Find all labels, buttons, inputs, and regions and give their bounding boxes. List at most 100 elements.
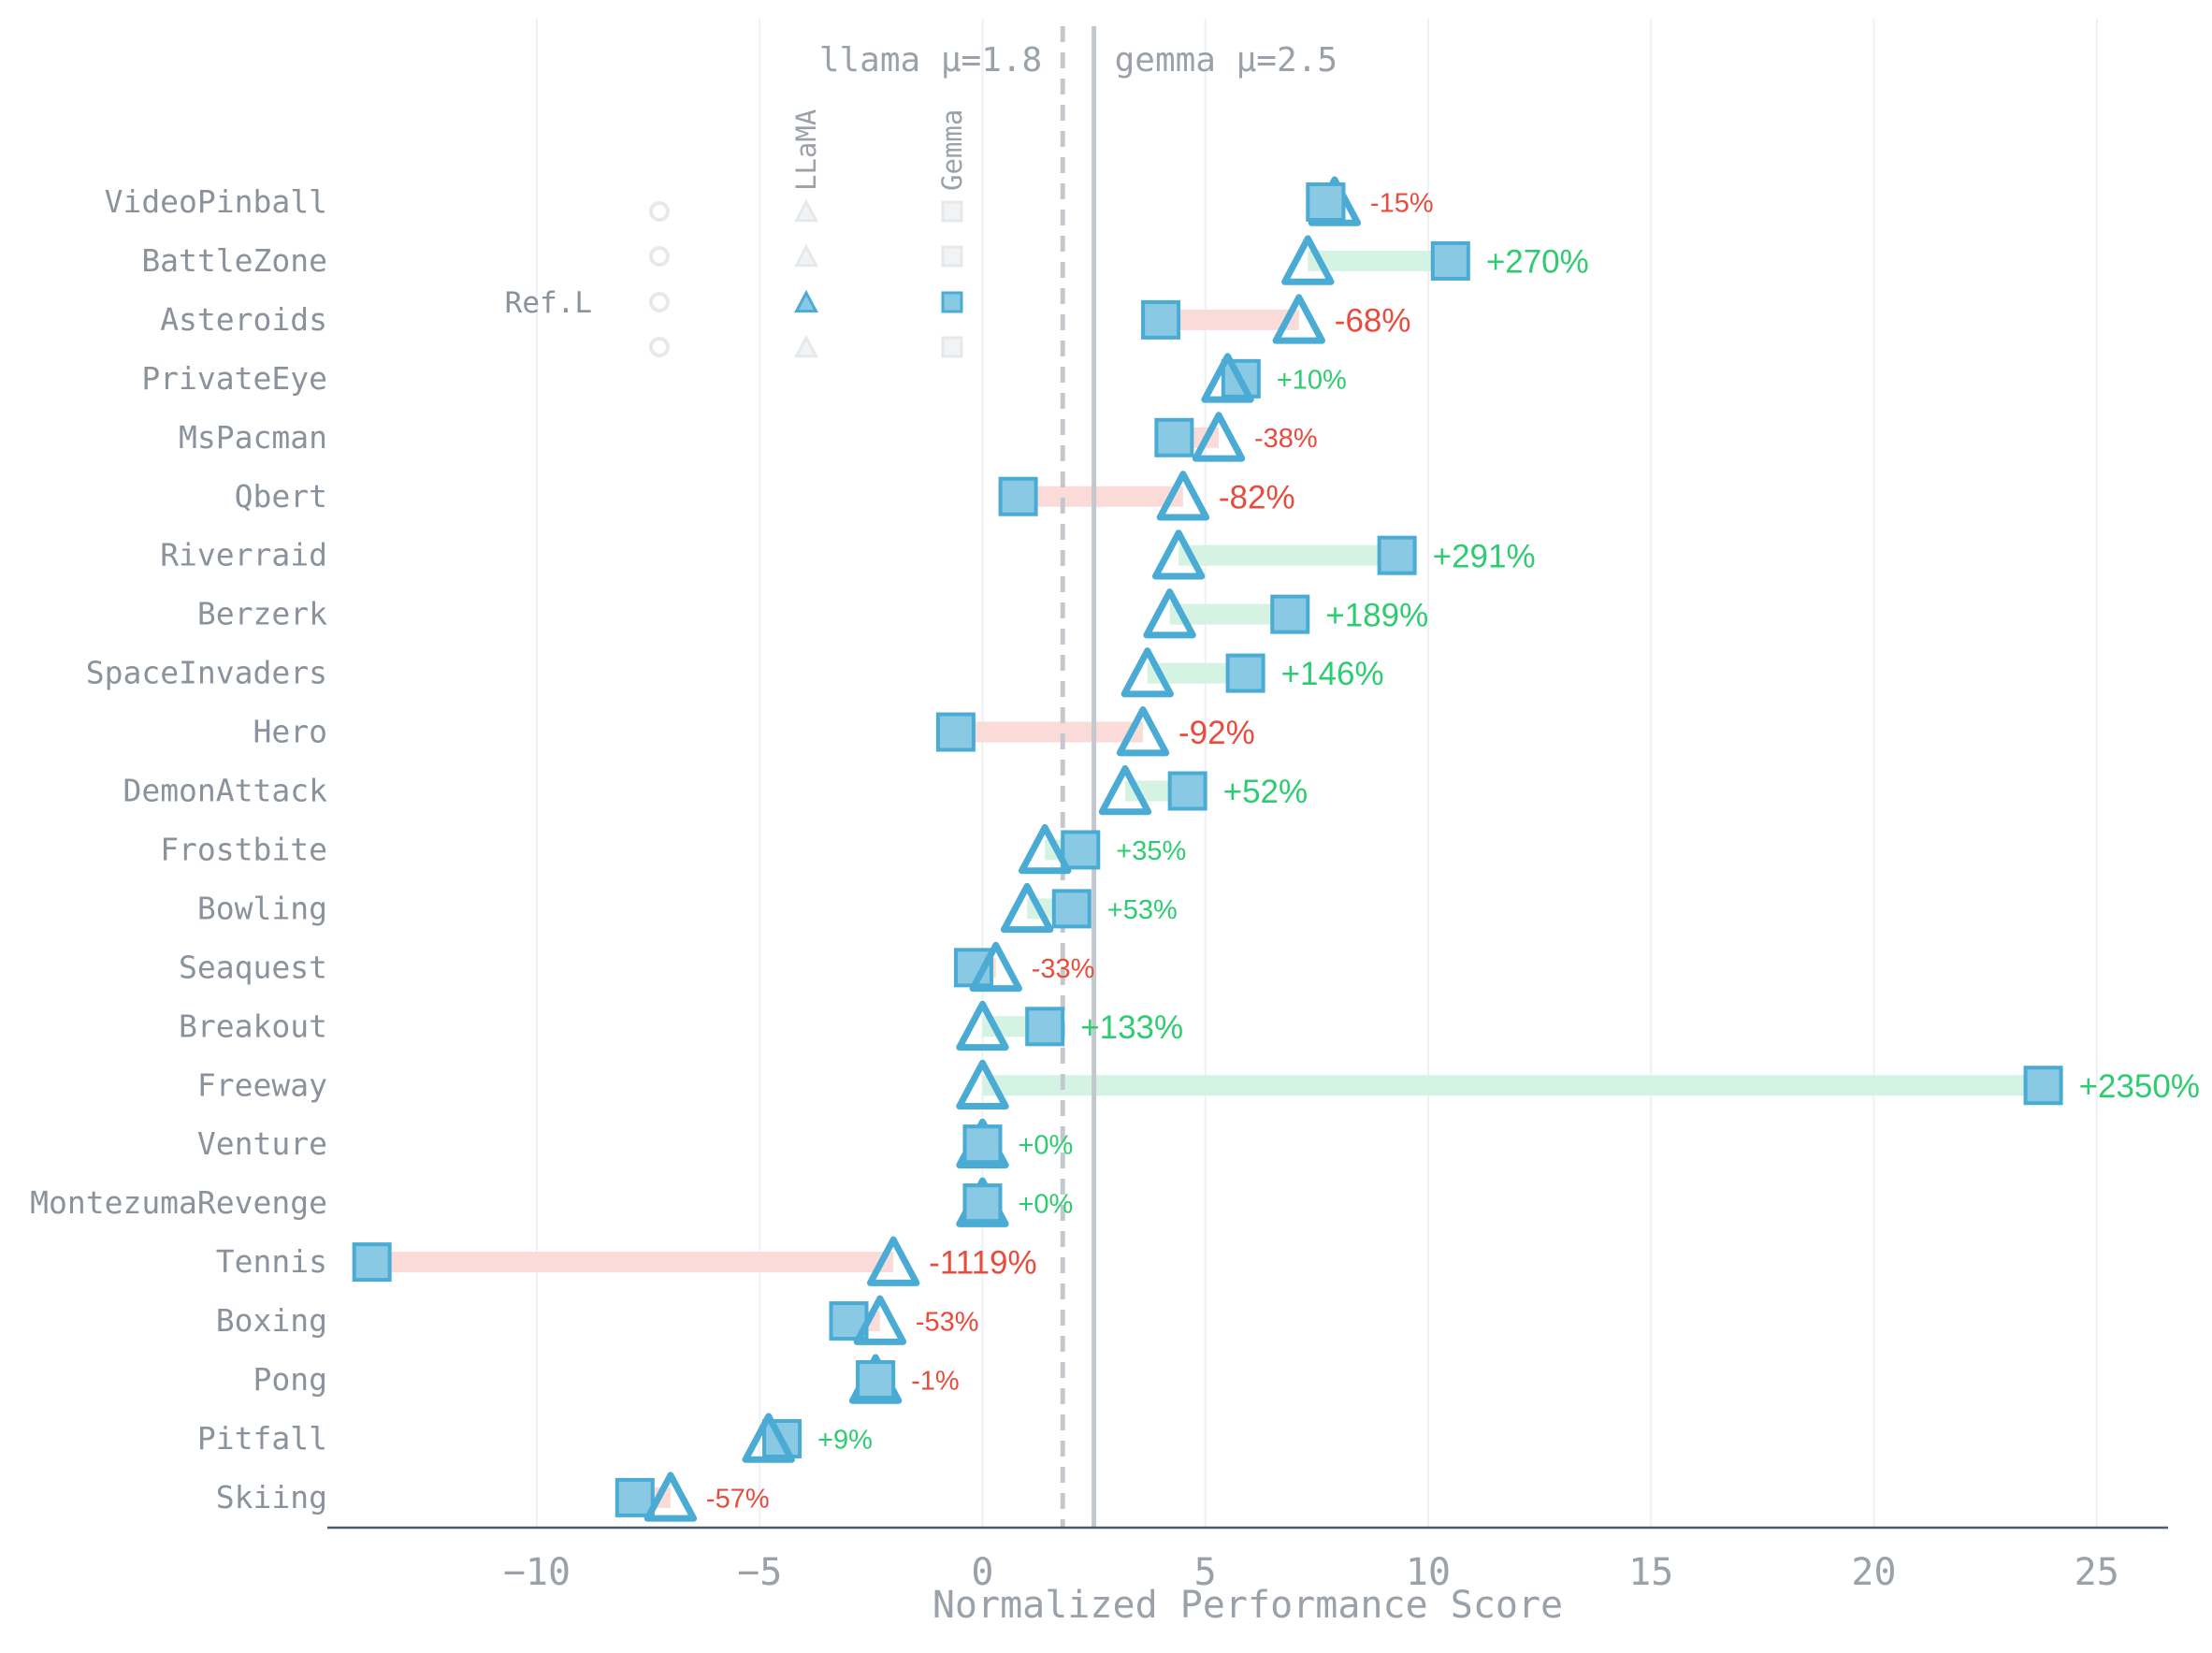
legend-square-icon xyxy=(941,200,963,223)
change-label: -57% xyxy=(706,1484,770,1514)
x-tick-label: −10 xyxy=(503,1551,571,1594)
gemma-square-marker xyxy=(856,1360,896,1399)
gemma-square-marker xyxy=(1167,771,1207,811)
game-label: Qbert xyxy=(235,478,327,515)
x-tick-label: 5 xyxy=(1194,1551,1217,1594)
llama-triangle-marker xyxy=(1143,588,1196,639)
game-label: MsPacman xyxy=(179,419,327,456)
markers xyxy=(352,176,2063,1522)
change-band xyxy=(1178,544,1397,566)
legend-circle-icon xyxy=(649,201,670,222)
change-label: +2350% xyxy=(2079,1068,2200,1105)
game-label: Tennis xyxy=(216,1243,327,1280)
gemma-square-marker xyxy=(1430,240,1470,281)
llama-triangle-marker xyxy=(866,1236,920,1286)
llama-triangle-marker xyxy=(1151,529,1206,580)
change-label: +189% xyxy=(1325,597,1428,633)
change-band xyxy=(1161,309,1299,330)
game-label: Freeway xyxy=(197,1066,327,1103)
change-band xyxy=(1147,662,1246,684)
legend-circle-icon xyxy=(649,337,670,357)
llama-triangle-marker xyxy=(1018,823,1072,875)
legend-row-label: Ref.L xyxy=(505,286,592,320)
change-label: +52% xyxy=(1223,774,1308,810)
change-label: +53% xyxy=(1107,895,1178,925)
change-label: -38% xyxy=(1254,424,1318,454)
llama-triangle-marker xyxy=(1281,235,1335,285)
llama-triangle-marker xyxy=(853,1295,907,1345)
change-label: -92% xyxy=(1178,715,1255,751)
gemma-square-marker xyxy=(352,1242,392,1283)
change-label: +35% xyxy=(1116,836,1186,866)
game-label: Berzerk xyxy=(197,596,327,632)
game-label: Breakout xyxy=(179,1008,327,1044)
change-label: +0% xyxy=(1018,1131,1073,1161)
llama-triangle-marker xyxy=(1120,647,1174,698)
game-label: Asteroids xyxy=(160,301,327,338)
gemma-square-marker xyxy=(1051,889,1092,929)
change-label: +146% xyxy=(1281,656,1384,692)
change-label: +9% xyxy=(817,1425,873,1455)
game-label: Boxing xyxy=(216,1302,327,1339)
x-tick-label: −5 xyxy=(737,1551,782,1594)
game-label: SpaceInvaders xyxy=(86,655,327,691)
change-band xyxy=(1018,486,1183,507)
legend-triangle-icon xyxy=(794,198,818,223)
gemma-square-marker xyxy=(2023,1066,2063,1106)
llama-triangle-marker xyxy=(956,1000,1009,1051)
llama-triangle-marker xyxy=(956,1059,1009,1110)
legend-circle-icon xyxy=(649,292,670,312)
change-label: +133% xyxy=(1080,1009,1183,1046)
legend: LLaMA Gemma Ref.L xyxy=(505,109,968,358)
llama-mean-label: llama μ=1.8 xyxy=(819,41,1042,80)
gemma-square-marker xyxy=(1025,1007,1065,1047)
game-label: Skiing xyxy=(216,1479,327,1515)
legend-square-icon xyxy=(941,245,963,268)
game-label: Venture xyxy=(197,1125,327,1162)
llama-triangle-marker xyxy=(742,1413,795,1463)
llama-triangle-marker xyxy=(1156,471,1210,521)
change-label: +291% xyxy=(1433,538,1536,574)
game-label: Seaquest xyxy=(179,949,327,985)
change-label: -68% xyxy=(1335,303,1411,340)
grid-lines xyxy=(535,19,2098,1528)
gemma-square-marker xyxy=(1270,594,1310,634)
change-band xyxy=(371,1252,894,1273)
gemma-square-marker xyxy=(614,1477,655,1517)
x-tick-label: 15 xyxy=(1628,1551,1673,1594)
change-label: +0% xyxy=(1018,1190,1073,1220)
change-label: -33% xyxy=(1032,954,1095,984)
llama-triangle-marker xyxy=(1272,294,1325,344)
game-label: Frostbite xyxy=(160,831,327,867)
legend-square-icon xyxy=(941,291,963,313)
llama-triangle-marker xyxy=(1192,412,1246,462)
change-band xyxy=(955,721,1144,743)
x-tick-label: 20 xyxy=(1851,1551,1896,1594)
legend-column-label: LLaMA xyxy=(790,109,822,191)
gemma-square-marker xyxy=(962,1183,1003,1224)
mean-lines: llama μ=1.8 gemma μ=2.5 xyxy=(819,26,1337,1528)
change-band xyxy=(982,1075,2044,1096)
gemma-mean-label: gemma μ=2.5 xyxy=(1115,41,1337,80)
gemma-square-marker xyxy=(1154,417,1194,457)
llama-triangle-marker xyxy=(643,1472,698,1522)
x-axis-title: Normalized Performance Score xyxy=(933,1584,1563,1627)
legend-circle-icon xyxy=(649,246,670,267)
legend-square-icon xyxy=(941,336,963,358)
gemma-square-marker xyxy=(1306,182,1346,222)
gemma-square-marker xyxy=(935,712,976,752)
game-label: Bowling xyxy=(197,890,327,926)
game-label: Hero xyxy=(253,714,327,750)
game-label: BattleZone xyxy=(141,242,327,279)
gemma-square-marker xyxy=(1061,830,1101,870)
game-label: PrivateEye xyxy=(141,360,327,397)
gemma-square-marker xyxy=(1225,653,1265,693)
change-label: -53% xyxy=(916,1307,979,1337)
game-label: DemonAttack xyxy=(123,773,327,809)
legend-triangle-icon xyxy=(794,243,818,268)
change-label: -82% xyxy=(1219,479,1295,515)
gemma-square-marker xyxy=(1377,535,1417,575)
legend-column-label: Gemma xyxy=(936,109,968,191)
llama-triangle-marker xyxy=(1000,882,1054,934)
